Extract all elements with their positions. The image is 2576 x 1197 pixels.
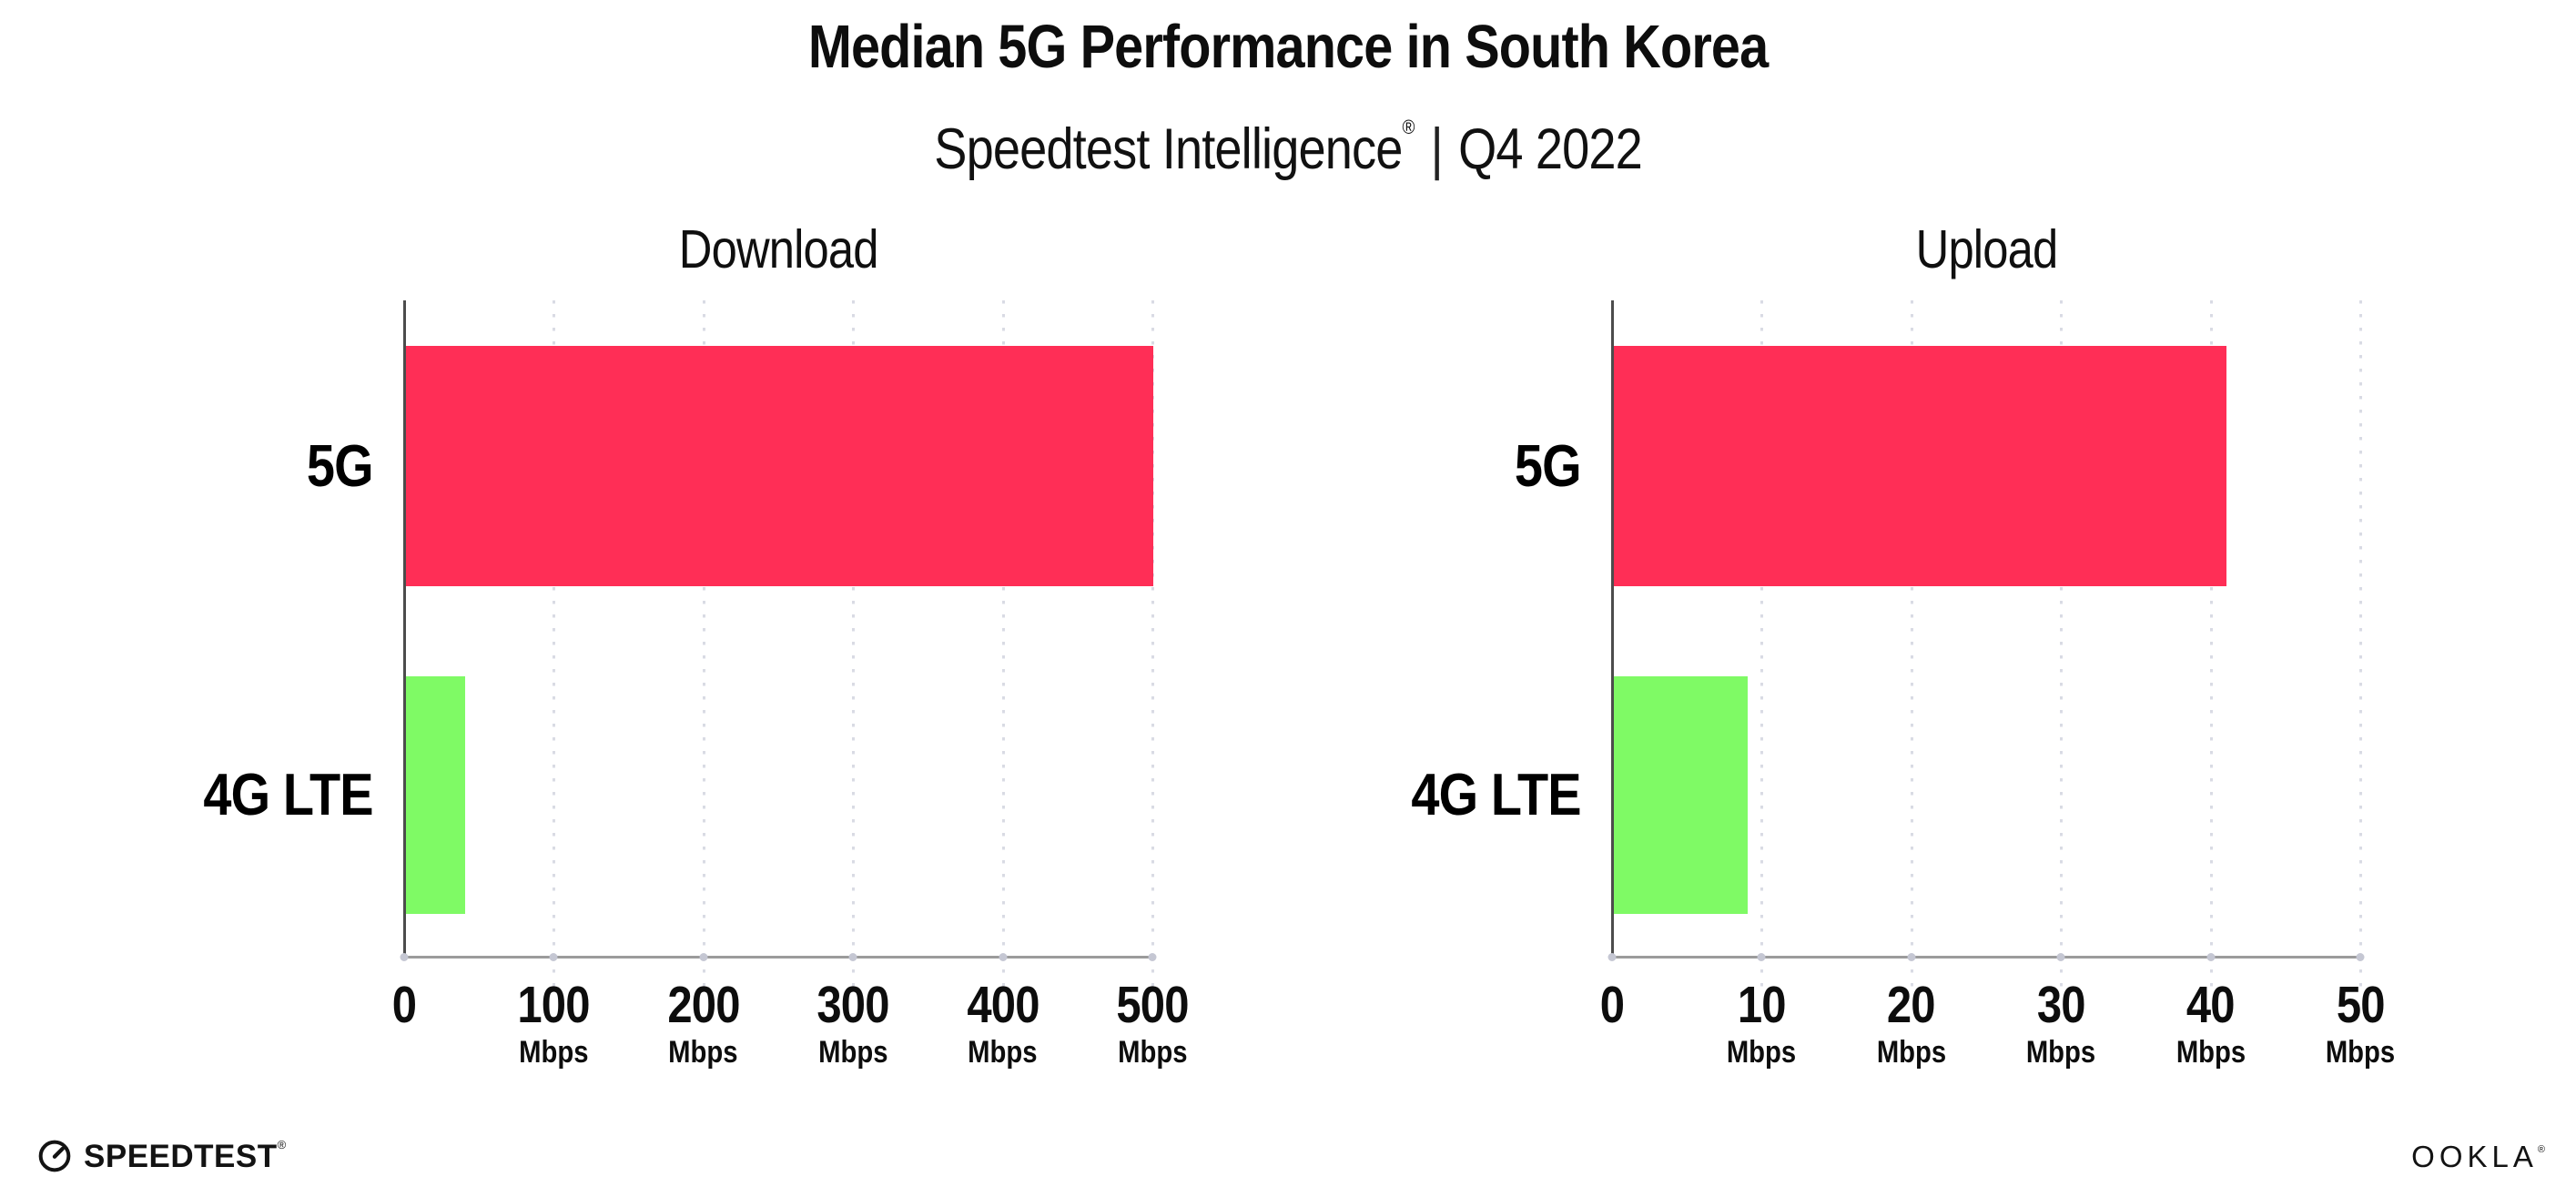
- subtitle-brand: Speedtest Intelligence: [934, 117, 1403, 181]
- x-tick-value: 30: [2036, 976, 2086, 1034]
- axis-tick-dot: [2206, 953, 2216, 961]
- upload-plot-area: [1607, 300, 2365, 992]
- x-tick-value: 20: [1887, 976, 1936, 1034]
- x-tick-label: 300 Mbps: [811, 978, 895, 1070]
- download-x-axis-ticks: 0 100 Mbps 200 Mbps 300 Mbps 400 Mbps 500 Mbps: [392, 978, 1190, 1105]
- axis-tick-dot: [848, 953, 857, 961]
- download-category-4g-lte-label: 4G LTE: [203, 761, 374, 827]
- speedtest-wordmark: SPEEDTEST®: [84, 1137, 287, 1174]
- download-category-5g-label: 5G: [307, 432, 374, 499]
- x-tick-unit: Mbps: [2325, 1035, 2396, 1070]
- gridline: [2209, 300, 2213, 992]
- axis-tick-dot: [1757, 953, 1766, 961]
- axis-tick-dot: [1907, 953, 1916, 961]
- upload-y-axis-line: [1611, 300, 1614, 959]
- x-tick-label: 400 Mbps: [961, 978, 1045, 1070]
- gridline: [1001, 300, 1005, 992]
- upload-4g-lte-bar: [1613, 676, 1748, 914]
- speedtest-gauge-icon: [38, 1140, 71, 1172]
- upload-chart-title: Upload: [1915, 219, 2057, 279]
- download-plot-area: [400, 300, 1157, 992]
- x-tick-unit: Mbps: [1727, 1035, 1797, 1070]
- gridline: [1760, 300, 1764, 992]
- x-tick-value: 50: [2336, 976, 2386, 1034]
- gridline: [852, 300, 856, 992]
- download-5g-bar: [405, 346, 1153, 586]
- upload-x-axis-ticks: 0 10 Mbps 20 Mbps 30 Mbps 40 Mbps 50 Mbps: [1600, 978, 2395, 1105]
- download-y-axis-line: [403, 300, 406, 959]
- gridline: [1151, 300, 1154, 992]
- axis-tick-dot: [2056, 953, 2065, 961]
- x-tick-unit: Mbps: [1876, 1035, 1946, 1070]
- x-tick-value: 0: [1599, 976, 1625, 1034]
- x-tick-label: 200 Mbps: [662, 978, 745, 1070]
- x-tick-value: 40: [2186, 976, 2236, 1034]
- page-title: Median 5G Performance in South Korea: [807, 13, 1769, 81]
- x-tick-label: 50 Mbps: [2320, 978, 2401, 1070]
- speedtest-logo: SPEEDTEST®: [36, 1134, 287, 1178]
- x-tick-value: 500: [1116, 976, 1189, 1034]
- x-tick-unit: Mbps: [818, 1035, 888, 1070]
- download-x-axis-line: [401, 956, 1155, 959]
- gridline: [553, 300, 556, 992]
- x-tick-label: 20 Mbps: [1871, 978, 1952, 1070]
- x-tick-label: 500 Mbps: [1111, 978, 1194, 1070]
- ookla-logo: OOKLA®: [2411, 1140, 2545, 1174]
- subtitle-separator: |: [1430, 117, 1444, 181]
- x-tick-value: 0: [391, 976, 417, 1034]
- axis-tick-dot: [400, 953, 409, 961]
- x-tick-unit: Mbps: [2175, 1035, 2246, 1070]
- page-subtitle: Speedtest Intelligence® | Q4 2022: [0, 91, 2576, 186]
- download-4g-lte-bar: [405, 676, 465, 914]
- x-tick-label: 40 Mbps: [2170, 978, 2251, 1070]
- x-tick-label: 0: [1598, 978, 1627, 1032]
- axis-tick-dot: [1148, 953, 1157, 961]
- registered-mark: ®: [1402, 116, 1415, 138]
- speedtest-registered-mark: ®: [277, 1137, 287, 1151]
- upload-category-5g-label: 5G: [1515, 432, 1582, 499]
- axis-tick-dot: [699, 953, 708, 961]
- upload-5g-bar: [1613, 346, 2227, 586]
- upload-category-4g-lte-label: 4G LTE: [1411, 761, 1582, 827]
- axis-tick-dot: [1607, 953, 1617, 961]
- x-tick-value: 100: [517, 976, 591, 1034]
- x-tick-unit: Mbps: [519, 1035, 589, 1070]
- x-tick-value: 400: [966, 976, 1040, 1034]
- x-tick-unit: Mbps: [1117, 1035, 1188, 1070]
- gridline: [2060, 300, 2064, 992]
- gridline: [702, 300, 705, 992]
- upload-x-axis-line: [1609, 956, 2363, 959]
- x-tick-unit: Mbps: [968, 1035, 1038, 1070]
- x-tick-label: 10 Mbps: [1721, 978, 1802, 1070]
- x-tick-unit: Mbps: [2026, 1035, 2096, 1070]
- gridline: [1910, 300, 1913, 992]
- subtitle-period: Q4 2022: [1457, 117, 1643, 181]
- x-tick-label: 0: [390, 978, 419, 1032]
- x-tick-value: 10: [1737, 976, 1787, 1034]
- gridline: [2359, 300, 2362, 992]
- ookla-registered-mark: ®: [2537, 1144, 2545, 1155]
- x-tick-value: 300: [816, 976, 890, 1034]
- axis-tick-dot: [999, 953, 1008, 961]
- axis-tick-dot: [549, 953, 558, 961]
- x-tick-value: 200: [667, 976, 740, 1034]
- x-tick-unit: Mbps: [668, 1035, 738, 1070]
- axis-tick-dot: [2356, 953, 2365, 961]
- x-tick-label: 100 Mbps: [512, 978, 595, 1070]
- download-chart-title: Download: [678, 219, 879, 279]
- x-tick-label: 30 Mbps: [2021, 978, 2102, 1070]
- ookla-wordmark: OOKLA: [2411, 1140, 2538, 1173]
